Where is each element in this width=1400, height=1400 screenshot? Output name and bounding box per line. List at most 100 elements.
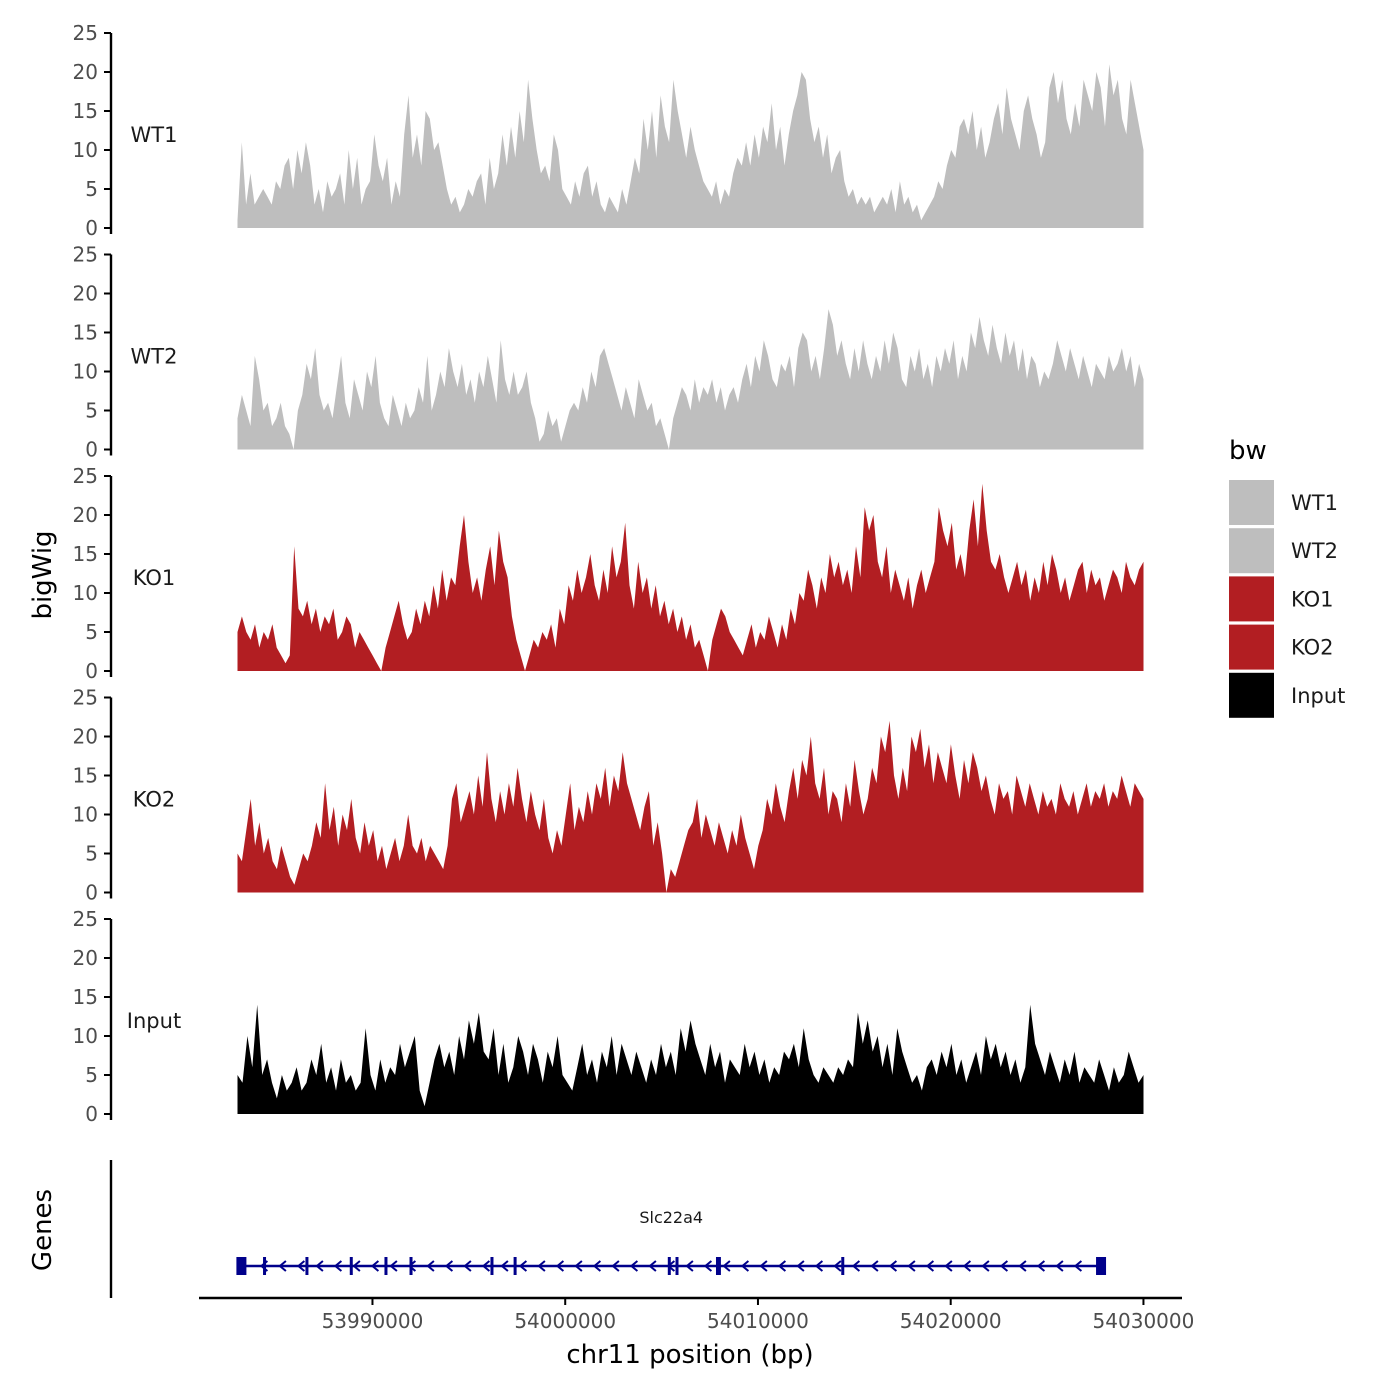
area-wt1	[237, 64, 1144, 228]
y-tick-label-wt1-0: 0	[85, 216, 98, 240]
strand-arrow	[925, 1260, 935, 1272]
track-label-ko2: KO2	[133, 788, 176, 812]
y-tick-label-ko2-15: 15	[73, 764, 98, 788]
gene-exon	[490, 1257, 494, 1275]
strand-arrow	[981, 1260, 990, 1272]
strand-arrow	[592, 1260, 602, 1272]
strand-arrow	[574, 1260, 583, 1272]
y-tick-label-wt1-15: 15	[73, 99, 98, 123]
strand-arrow	[888, 1260, 898, 1272]
y-tick-label-wt2-5: 5	[85, 399, 98, 423]
legend-swatch-input	[1229, 672, 1274, 718]
y-tick-label-wt1-5: 5	[85, 177, 98, 201]
strand-arrow	[1073, 1260, 1083, 1272]
strand-arrow	[500, 1260, 509, 1272]
legend-swatch-ko2	[1229, 624, 1274, 670]
gene-exon	[667, 1257, 671, 1275]
track-label-input: Input	[127, 1009, 181, 1033]
strand-arrow	[278, 1260, 287, 1272]
strand-arrow	[611, 1260, 620, 1272]
strand-arrow	[870, 1260, 879, 1272]
strand-arrow	[907, 1260, 916, 1272]
gene-name-label: Slc22a4	[639, 1208, 703, 1227]
gene-exon-end	[236, 1257, 247, 1275]
x-axis-label: chr11 position (bp)	[566, 1340, 813, 1370]
track-label-wt1: WT1	[131, 123, 178, 147]
gene-exon	[349, 1257, 353, 1275]
legend-title: bw	[1229, 436, 1267, 466]
y-tick-label-input-5: 5	[85, 1063, 98, 1087]
y-tick-label-ko1-10: 10	[73, 581, 98, 605]
gene-exon	[513, 1257, 517, 1275]
x-tick-label-53990000: 53990000	[322, 1309, 424, 1333]
strand-arrow	[814, 1260, 824, 1272]
strand-arrow	[777, 1260, 787, 1272]
track-input: 0 5 10 15 20 25 Input	[73, 907, 1144, 1126]
strand-arrow	[315, 1260, 324, 1272]
gene-exon	[409, 1257, 413, 1275]
y-tick-label-ko2-10: 10	[73, 803, 98, 827]
y-tick-label-input-0: 0	[85, 1102, 98, 1126]
strand-arrow	[1055, 1260, 1064, 1272]
track-label-ko1: KO1	[133, 566, 176, 590]
strand-arrow	[685, 1260, 694, 1272]
y-tick-label-ko2-0: 0	[85, 881, 98, 905]
legend-label-ko2: KO2	[1291, 636, 1334, 660]
x-tick-label-54020000: 54020000	[900, 1309, 1002, 1333]
y-tick-label-input-20: 20	[73, 946, 98, 970]
track-label-wt2: WT2	[131, 345, 178, 369]
strand-arrow	[851, 1260, 861, 1272]
strand-arrow	[296, 1260, 306, 1272]
y-tick-label-wt1-20: 20	[73, 60, 98, 84]
strand-arrow	[759, 1260, 768, 1272]
legend: bw WT1 WT2 KO1 KO2 Input	[1229, 436, 1345, 718]
strand-arrow	[722, 1260, 731, 1272]
strand-arrow	[648, 1260, 657, 1272]
strand-arrow	[352, 1260, 361, 1272]
gene-exon	[384, 1257, 388, 1275]
y-tick-label-input-15: 15	[73, 985, 98, 1009]
gene-exon	[841, 1257, 845, 1275]
x-ticks: 53990000 54000000 54010000 54020000 54030000	[322, 1298, 1194, 1333]
strand-arrow	[518, 1260, 528, 1272]
strand-arrow	[537, 1260, 546, 1272]
strand-arrow	[481, 1260, 491, 1272]
y-tick-label-ko1-5: 5	[85, 620, 98, 644]
y-tick-label-ko1-0: 0	[85, 659, 98, 683]
gene-exon	[263, 1257, 267, 1275]
x-tick-label-54000000: 54000000	[514, 1309, 616, 1333]
strand-arrow	[703, 1260, 713, 1272]
genes-axis-label: Genes	[28, 1189, 58, 1271]
strand-arrow	[833, 1260, 842, 1272]
gene-panel: Genes Slc22a4	[28, 1160, 1107, 1298]
y-tick-label-ko2-25: 25	[73, 686, 98, 710]
strand-arrow	[944, 1260, 953, 1272]
gene-exon	[675, 1257, 679, 1275]
strand-arrow	[389, 1260, 398, 1272]
area-input	[237, 1004, 1144, 1114]
y-tick-label-wt1-25: 25	[73, 21, 98, 45]
gene-exon	[305, 1257, 309, 1275]
strand-arrow	[999, 1260, 1009, 1272]
strand-arrow	[629, 1260, 639, 1272]
strand-arrow	[444, 1260, 454, 1272]
legend-label-wt2: WT2	[1291, 539, 1338, 563]
strand-arrow	[555, 1260, 565, 1272]
strand-arrow	[1018, 1260, 1027, 1272]
y-tick-label-wt2-25: 25	[73, 243, 98, 267]
strand-arrow	[370, 1260, 380, 1272]
track-ko2: 0 5 10 15 20 25 KO2	[73, 686, 1144, 905]
y-tick-label-wt2-10: 10	[73, 360, 98, 384]
y-tick-label-ko1-20: 20	[73, 503, 98, 527]
gene-exon	[715, 1257, 719, 1275]
legend-swatch-wt1	[1229, 480, 1274, 525]
y-tick-label-ko2-20: 20	[73, 725, 98, 749]
strand-arrow	[463, 1260, 472, 1272]
strand-arrow	[426, 1260, 435, 1272]
gene-track: Slc22a4	[236, 1208, 1107, 1275]
y-tick-label-wt2-20: 20	[73, 282, 98, 306]
y-tick-label-ko2-5: 5	[85, 842, 98, 866]
y-tick-label-wt2-0: 0	[85, 438, 98, 462]
